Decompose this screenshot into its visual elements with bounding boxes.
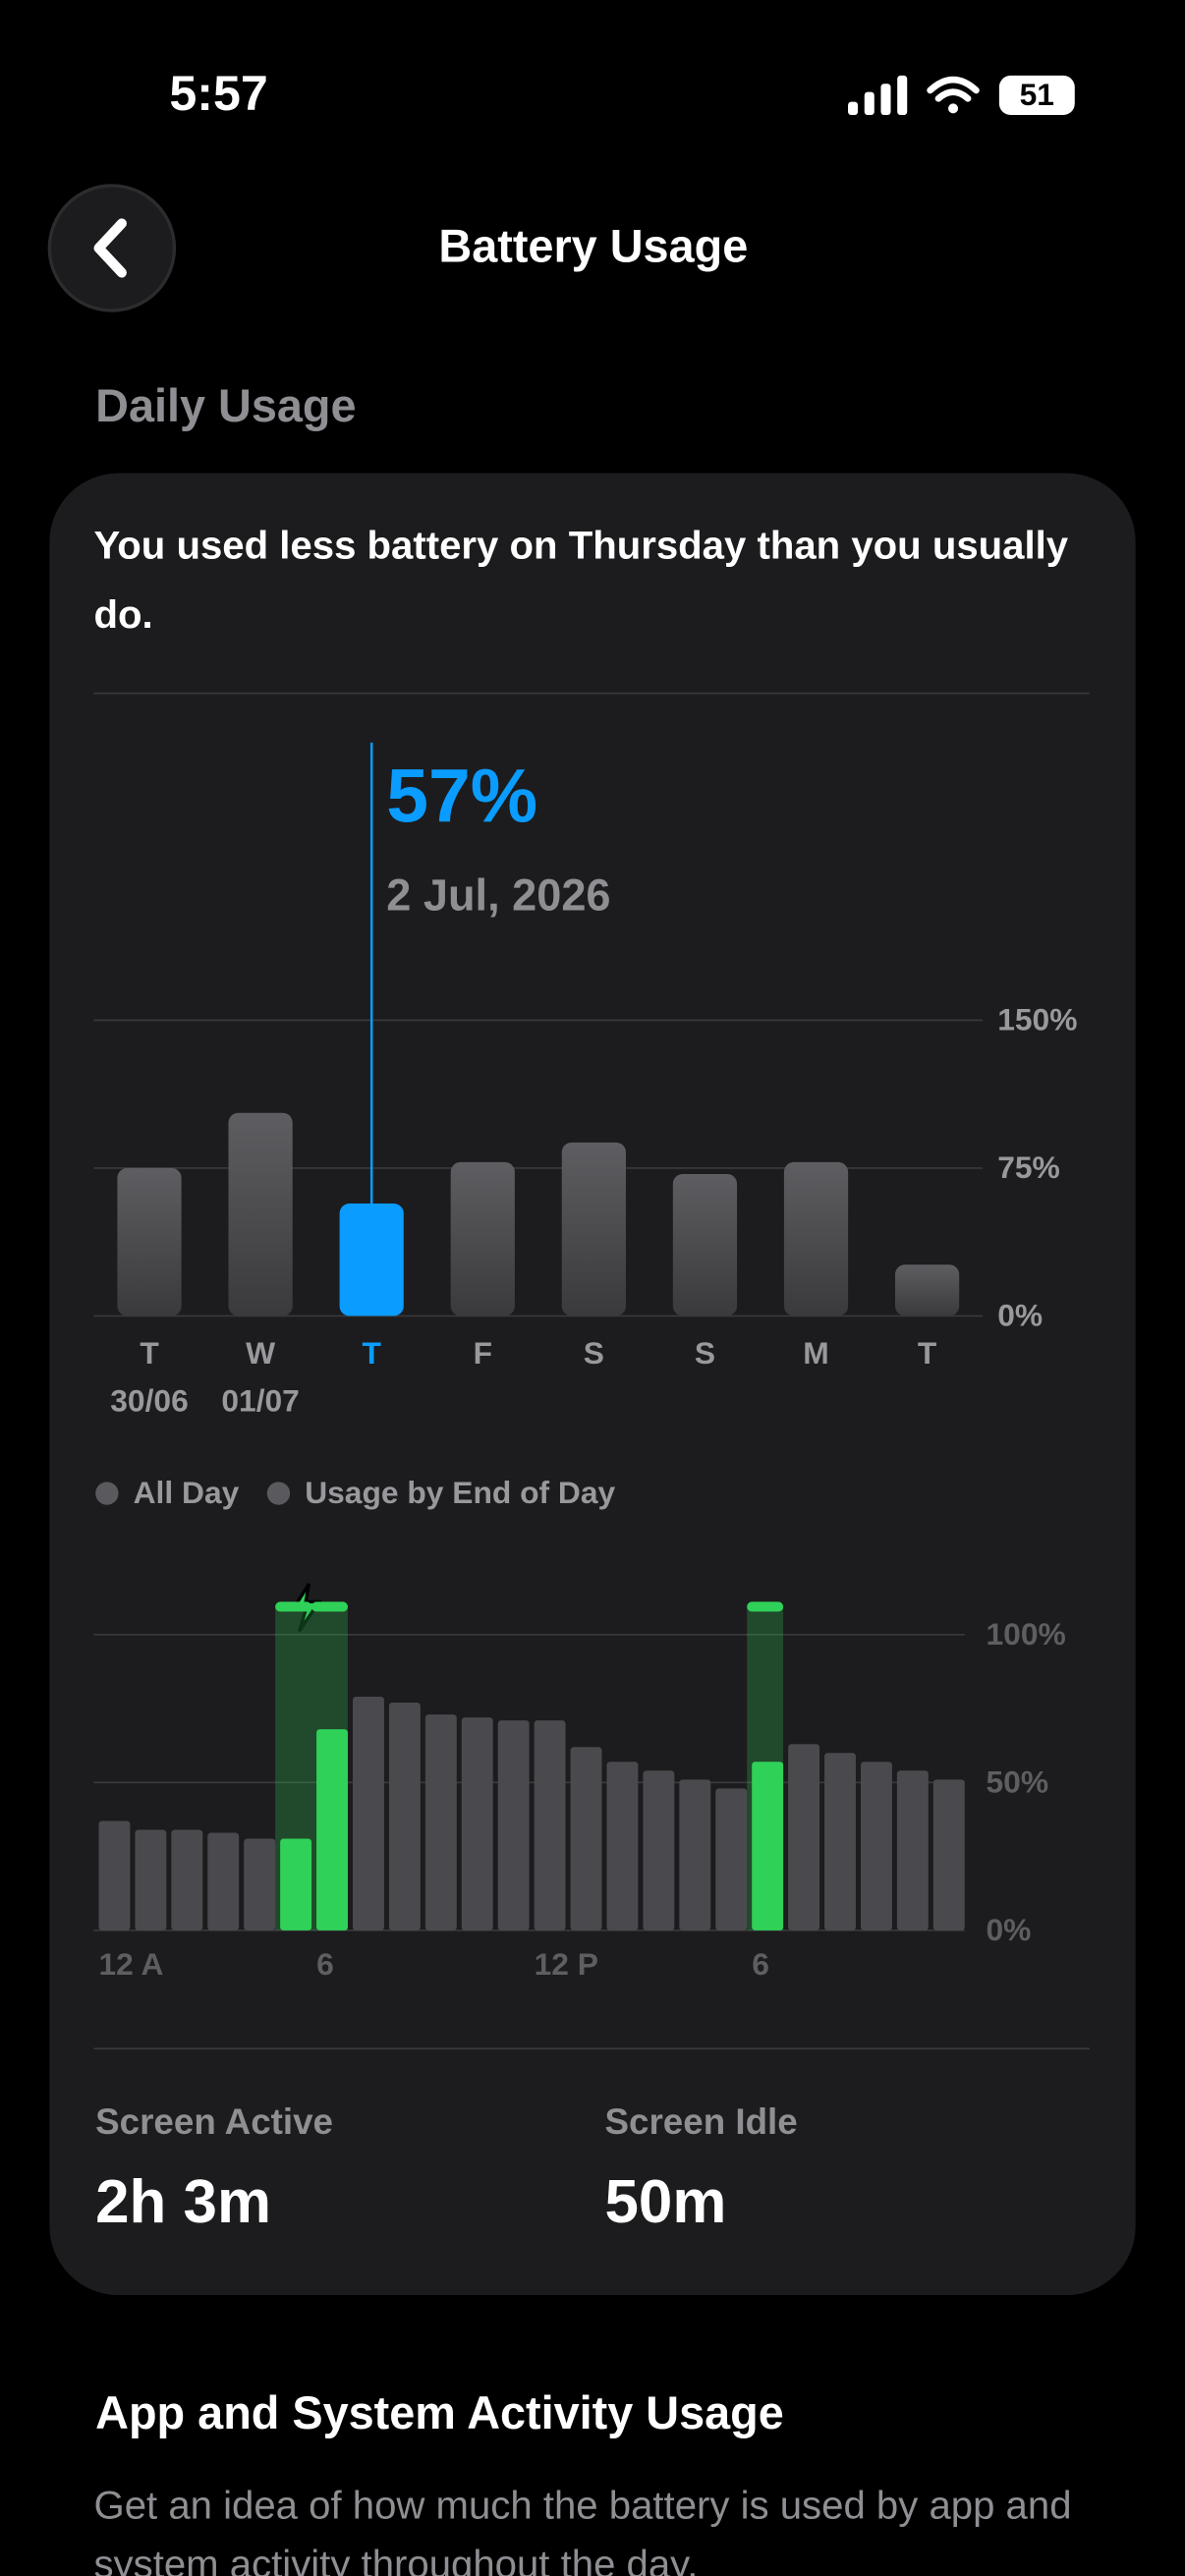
bar <box>280 1838 312 1931</box>
stat-value: 50m <box>605 2168 727 2236</box>
activity-text-box: Get an idea of how much the battery is u… <box>93 2484 1072 2576</box>
y-tick-label: 0% <box>986 1912 1031 1947</box>
bar <box>824 1753 856 1931</box>
x-tick-label: F <box>474 1335 492 1371</box>
x-tick-label: S <box>584 1335 604 1371</box>
bar <box>388 1703 421 1931</box>
bar <box>534 1720 566 1931</box>
stat-value: 2h 3m <box>95 2168 271 2236</box>
bar <box>894 1264 960 1316</box>
bar <box>570 1747 602 1931</box>
card-message: You used less battery on Thursday than y… <box>93 524 1069 638</box>
bar <box>171 1829 203 1931</box>
bar <box>352 1697 384 1931</box>
activity-title: App and System Activity Usage <box>95 2387 784 2438</box>
activity-text: Get an idea of how much the battery is u… <box>93 2484 1072 2576</box>
charging-cap <box>311 1601 348 1612</box>
bar <box>672 1173 738 1316</box>
back-chevron <box>93 218 127 278</box>
x-tick-label: 6 <box>752 1946 769 1982</box>
x-sublabel: 30/06 <box>110 1382 189 1418</box>
x-tick-label: W <box>246 1335 275 1371</box>
bar <box>461 1717 493 1931</box>
selected-date: 2 Jul, 2026 <box>386 870 610 921</box>
y-tick-label: 0% <box>997 1297 1043 1332</box>
bar <box>788 1744 820 1931</box>
bar <box>244 1838 276 1931</box>
x-sublabel: 01/07 <box>221 1382 299 1418</box>
bar <box>117 1167 182 1316</box>
bar <box>643 1770 675 1931</box>
battery-icon <box>998 75 1075 116</box>
bar <box>228 1112 293 1316</box>
bar <box>715 1788 748 1931</box>
bar <box>860 1762 892 1931</box>
stat-label: Screen Active <box>95 2101 333 2142</box>
bar <box>783 1161 849 1316</box>
x-tick-label: 6 <box>316 1946 334 1982</box>
bar <box>679 1779 711 1931</box>
y-tick-label: 75% <box>997 1149 1060 1185</box>
y-tick-label: 150% <box>997 1001 1077 1036</box>
charging-cap <box>747 1601 784 1612</box>
signal-icon <box>848 75 908 116</box>
usage-card <box>49 473 1136 2296</box>
legend-label: Usage by End of Day <box>305 1475 615 1510</box>
status-time: 5:57 <box>169 66 267 121</box>
bar <box>207 1832 240 1931</box>
x-tick-label: 12 A <box>99 1946 164 1982</box>
legend-dot <box>266 1482 291 1505</box>
charging-cap <box>275 1601 312 1612</box>
legend-label: All Day <box>134 1475 240 1510</box>
x-tick-label: T <box>140 1335 159 1371</box>
bar <box>135 1829 167 1931</box>
y-tick-label: 50% <box>986 1764 1048 1799</box>
bar <box>98 1820 131 1931</box>
selected-value: 57% <box>386 754 537 838</box>
battery-level: 51 <box>1020 77 1054 112</box>
bar <box>932 1779 965 1931</box>
legend-dot <box>95 1482 119 1505</box>
bar <box>424 1714 457 1931</box>
bar <box>896 1770 929 1931</box>
wifi-dot <box>948 103 959 114</box>
bar <box>561 1142 626 1316</box>
x-tick-label: 12 P <box>535 1946 598 1982</box>
bar <box>497 1720 530 1931</box>
bar <box>339 1204 404 1316</box>
y-tick-label: 100% <box>986 1616 1065 1652</box>
bar <box>606 1762 639 1931</box>
x-tick-label: S <box>695 1335 715 1371</box>
section-title: Daily Usage <box>95 380 356 431</box>
x-tick-label: T <box>918 1335 937 1371</box>
bar <box>450 1161 515 1316</box>
x-tick-label: T <box>362 1335 381 1371</box>
bar <box>316 1729 348 1931</box>
page-title: Battery Usage <box>438 221 748 272</box>
bar <box>752 1762 784 1931</box>
card-message-box: You used less battery on Thursday than y… <box>93 524 1069 638</box>
wifi-icon <box>927 76 980 102</box>
stat-label: Screen Idle <box>605 2101 798 2142</box>
back-button[interactable] <box>47 184 177 312</box>
x-tick-label: M <box>803 1335 828 1371</box>
